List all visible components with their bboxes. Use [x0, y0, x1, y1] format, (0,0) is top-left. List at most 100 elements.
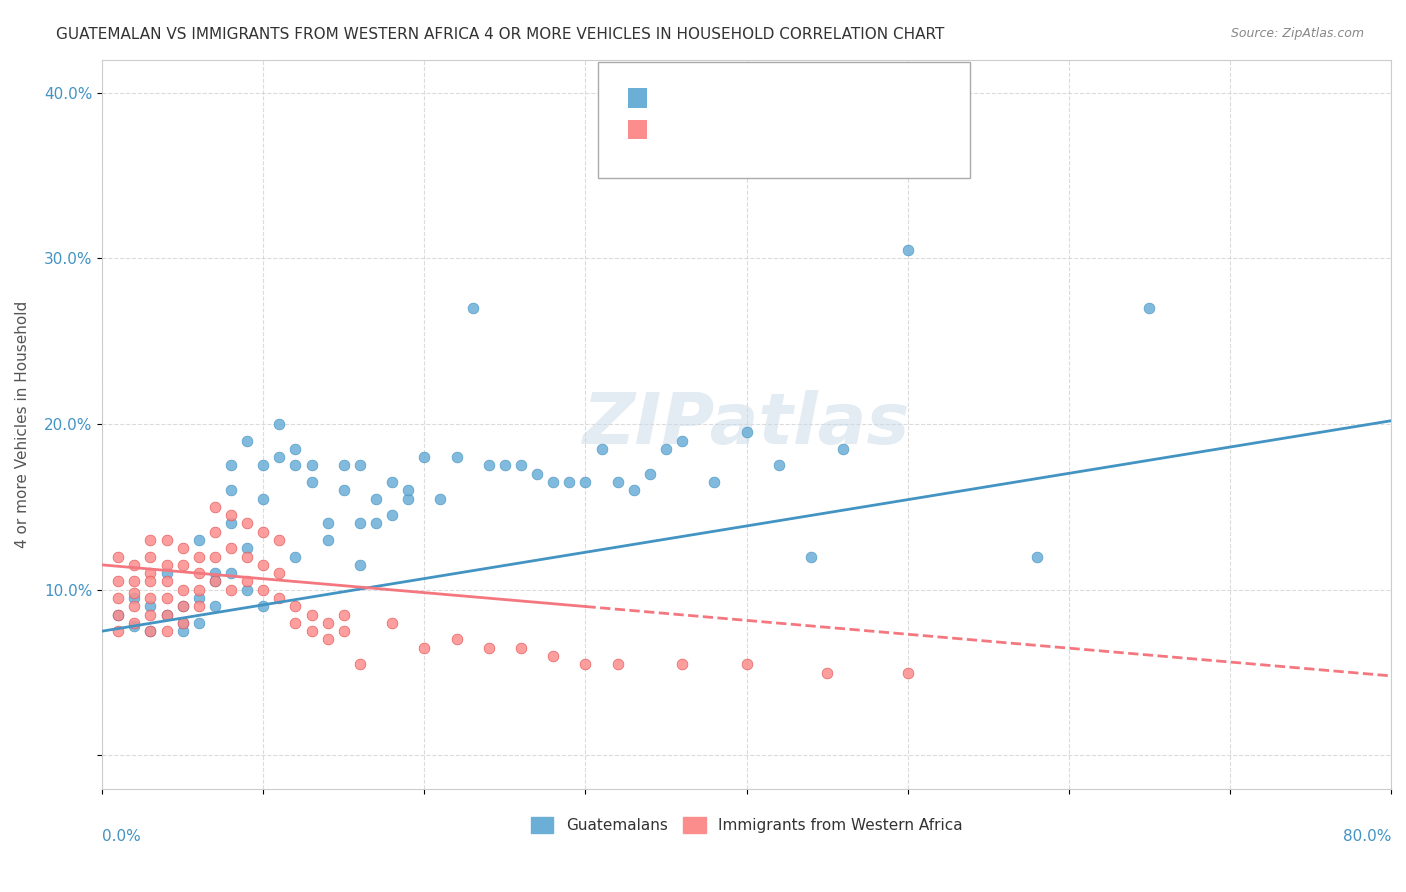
Point [172, 582, 194, 597]
Point [172, 599, 194, 614]
Point [301, 624, 323, 639]
Point [623, 483, 645, 498]
Point [155, 574, 177, 589]
Point [1025, 549, 1047, 564]
Point [155, 607, 177, 622]
Text: N =  71: N = 71 [770, 89, 828, 104]
Point [139, 599, 162, 614]
Point [316, 632, 339, 647]
Text: Source: ZipAtlas.com: Source: ZipAtlas.com [1230, 27, 1364, 40]
Point [333, 458, 356, 473]
Point [204, 599, 226, 614]
Point [429, 491, 451, 506]
Point [510, 458, 533, 473]
Point [219, 516, 242, 531]
Point [107, 607, 129, 622]
Point [139, 591, 162, 605]
Point [316, 533, 339, 547]
Point [606, 657, 628, 672]
Text: ZIPatlas: ZIPatlas [583, 390, 910, 458]
Point [155, 566, 177, 581]
Point [219, 483, 242, 498]
Point [510, 640, 533, 655]
Point [349, 558, 371, 572]
Point [349, 657, 371, 672]
Point [107, 549, 129, 564]
Point [252, 599, 274, 614]
Point [284, 615, 307, 630]
Point [349, 516, 371, 531]
Point [461, 301, 484, 315]
Point [381, 475, 404, 489]
Point [316, 615, 339, 630]
Point [333, 624, 356, 639]
Point [381, 508, 404, 523]
Point [284, 442, 307, 456]
Point [413, 640, 436, 655]
Point [815, 665, 838, 680]
Point [172, 599, 194, 614]
Point [187, 533, 209, 547]
Point [139, 624, 162, 639]
Point [139, 566, 162, 581]
Point [219, 508, 242, 523]
Point [172, 624, 194, 639]
Point [671, 657, 693, 672]
Text: N =  69: N = 69 [770, 120, 830, 136]
Point [574, 475, 596, 489]
Point [478, 640, 501, 655]
Point [236, 541, 259, 556]
Point [768, 458, 790, 473]
Point [155, 591, 177, 605]
Point [381, 615, 404, 630]
Point [269, 566, 291, 581]
Point [236, 549, 259, 564]
Point [301, 607, 323, 622]
Point [139, 574, 162, 589]
Point [124, 599, 146, 614]
Point [800, 549, 823, 564]
Point [139, 624, 162, 639]
Point [541, 475, 564, 489]
Point [671, 434, 693, 448]
Point [832, 442, 855, 456]
Point [735, 657, 758, 672]
Text: 80.0%: 80.0% [1343, 829, 1391, 844]
Point [219, 458, 242, 473]
Point [124, 586, 146, 600]
Legend: Guatemalans, Immigrants from Western Africa: Guatemalans, Immigrants from Western Afr… [524, 811, 969, 839]
Point [301, 475, 323, 489]
Point [107, 591, 129, 605]
Point [541, 648, 564, 663]
Point [204, 574, 226, 589]
Point [478, 458, 501, 473]
Point [139, 549, 162, 564]
Point [139, 533, 162, 547]
Point [124, 574, 146, 589]
Point [172, 615, 194, 630]
Point [269, 417, 291, 431]
Point [897, 243, 920, 257]
Point [396, 491, 419, 506]
Point [364, 491, 387, 506]
Point [204, 566, 226, 581]
Point [574, 657, 596, 672]
Point [187, 582, 209, 597]
Point [236, 516, 259, 531]
Point [413, 450, 436, 465]
Point [638, 467, 661, 481]
Point [526, 467, 548, 481]
Y-axis label: 4 or more Vehicles in Household: 4 or more Vehicles in Household [15, 301, 30, 548]
Point [139, 607, 162, 622]
Point [155, 607, 177, 622]
Point [107, 624, 129, 639]
Point [301, 458, 323, 473]
Point [494, 458, 516, 473]
Point [252, 582, 274, 597]
Point [655, 442, 678, 456]
Point [187, 615, 209, 630]
Point [252, 491, 274, 506]
Point [107, 607, 129, 622]
Point [107, 574, 129, 589]
Point [252, 458, 274, 473]
